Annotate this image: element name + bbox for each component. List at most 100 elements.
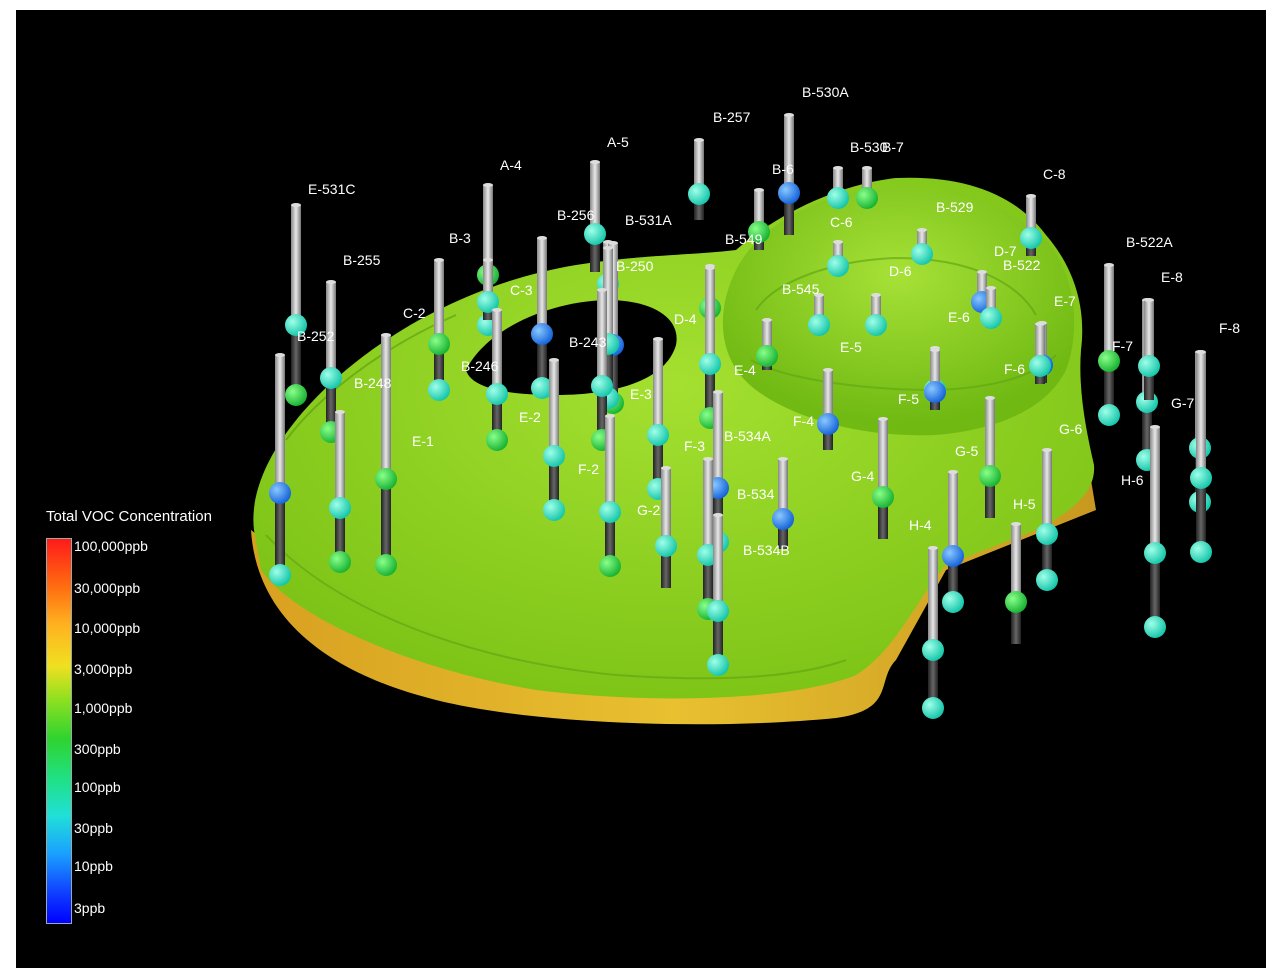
well-casing — [335, 412, 345, 502]
well-b-529[interactable] — [911, 228, 933, 265]
well-b-534b[interactable] — [772, 457, 794, 549]
well-c-2[interactable] — [428, 258, 450, 401]
well-e-2[interactable] — [543, 358, 565, 521]
well-b-7[interactable] — [856, 166, 878, 209]
well-label: B-534A — [724, 428, 771, 444]
sample-marker — [911, 243, 933, 265]
well-d-6[interactable] — [865, 293, 887, 336]
well-b-545[interactable] — [808, 293, 830, 336]
well-cap — [713, 390, 723, 394]
sample-marker — [865, 314, 887, 336]
well-label: D-6 — [889, 263, 912, 279]
well-f-5[interactable] — [924, 348, 946, 410]
well-b-522a[interactable] — [1098, 263, 1120, 426]
sample-marker — [320, 367, 342, 389]
sample-marker — [856, 187, 878, 209]
well-e-4[interactable] — [817, 368, 839, 450]
well-g-6[interactable] — [1036, 448, 1058, 591]
well-casing — [1150, 427, 1160, 547]
well-label: C-8 — [1043, 166, 1066, 182]
well-screen — [878, 491, 888, 539]
well-cap — [1150, 425, 1160, 429]
well-f-6[interactable] — [1029, 322, 1051, 384]
well-label: E-6 — [948, 309, 970, 325]
well-label: C-3 — [510, 282, 533, 298]
well-casing — [694, 140, 704, 188]
well-label: A-4 — [500, 157, 522, 173]
well-b-246[interactable] — [486, 308, 508, 451]
well-b-534[interactable] — [707, 513, 729, 676]
well-casing — [590, 162, 600, 228]
legend-entry: 30,000ppb — [74, 580, 141, 596]
well-label: B-534 — [737, 486, 775, 502]
well-b-530a[interactable] — [778, 113, 800, 235]
well-cap — [778, 457, 788, 461]
legend-entry: 10,000ppb — [74, 620, 141, 636]
well-cap — [483, 183, 493, 187]
well-e-5[interactable] — [756, 318, 778, 370]
well-screen — [703, 549, 713, 609]
well-g-7[interactable] — [1190, 350, 1212, 563]
well-label: B-248 — [354, 375, 392, 391]
well-casing — [1104, 265, 1114, 355]
well-g-2[interactable] — [655, 466, 677, 588]
well-casing — [275, 355, 285, 487]
sample-marker — [486, 429, 508, 451]
sample-marker — [543, 499, 565, 521]
well-label: B-3 — [449, 230, 471, 246]
well-b-522[interactable] — [980, 286, 1002, 329]
well-label: B-534B — [743, 542, 790, 558]
well-label: B-7 — [882, 139, 904, 155]
legend-entry: 3,000ppb — [74, 661, 133, 677]
well-b-248[interactable] — [375, 333, 397, 576]
well-a-5[interactable] — [584, 160, 606, 272]
well-label: G-7 — [1171, 395, 1195, 411]
well-screen — [434, 338, 444, 390]
well-b-257[interactable] — [688, 138, 710, 220]
well-cap — [483, 258, 493, 262]
well-casing — [713, 392, 723, 482]
well-b-530[interactable] — [827, 166, 849, 209]
sample-marker — [329, 551, 351, 573]
well-screen — [985, 470, 995, 518]
well-label: E-7 — [1054, 293, 1076, 309]
sample-marker — [428, 333, 450, 355]
well-e-1[interactable] — [329, 410, 351, 573]
well-casing — [823, 370, 833, 418]
3d-viewport[interactable]: E-531C A-4 A-5 B-257 B-530A B-530 B-7 C-8 B-256 B… — [16, 10, 1266, 968]
well-b-6[interactable] — [748, 188, 770, 250]
well-label: B-530 — [850, 139, 888, 155]
well-h-6[interactable] — [1144, 425, 1166, 638]
legend-entry: 300ppb — [74, 741, 121, 757]
well-casing — [537, 238, 547, 328]
sample-marker — [647, 424, 669, 446]
well-c-3[interactable] — [531, 236, 553, 399]
plume-hole — [466, 300, 677, 395]
sample-marker — [1005, 591, 1027, 613]
well-g-5[interactable] — [979, 396, 1001, 518]
well-c-6[interactable] — [827, 240, 849, 277]
well-casing — [986, 288, 996, 312]
well-b-252[interactable] — [269, 353, 291, 586]
sample-marker — [584, 223, 606, 245]
well-f-2[interactable] — [599, 414, 621, 577]
well-c-8[interactable] — [1020, 194, 1042, 256]
well-label: B-255 — [343, 252, 381, 268]
well-h-4[interactable] — [922, 546, 944, 719]
well-g-4[interactable] — [942, 470, 964, 613]
well-cap — [762, 318, 772, 322]
well-casing — [928, 548, 938, 644]
plume-scene — [251, 113, 1212, 725]
well-f-4[interactable] — [872, 417, 894, 539]
well-casing — [1035, 324, 1045, 360]
sample-marker — [477, 291, 499, 313]
well-f-7[interactable] — [1138, 298, 1160, 400]
well-label: D-4 — [674, 311, 697, 327]
well-casing — [713, 515, 723, 605]
sample-marker — [591, 375, 613, 397]
well-h-5[interactable] — [1005, 522, 1027, 644]
well-b-3[interactable] — [477, 258, 499, 320]
sample-marker — [772, 508, 794, 530]
well-e-531c[interactable] — [285, 203, 307, 406]
well-cap — [833, 240, 843, 244]
